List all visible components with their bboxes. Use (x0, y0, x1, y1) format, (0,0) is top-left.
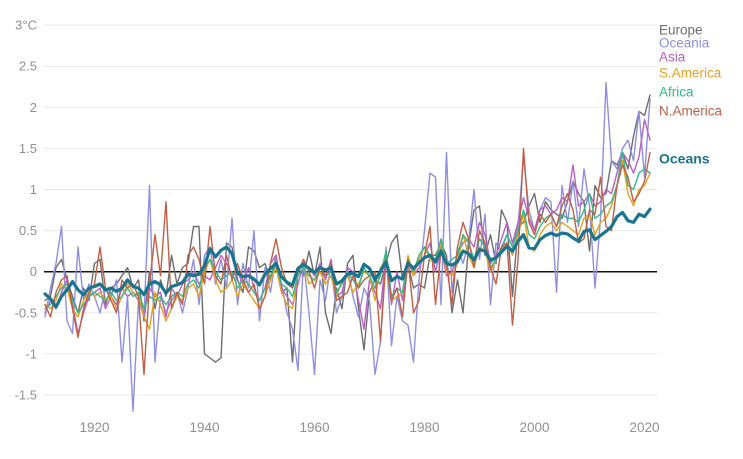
y-axis-tick-label: 0 (30, 264, 37, 279)
series-line-africa (44, 151, 651, 314)
x-axis-tick-label: 1960 (299, 420, 329, 435)
legend-label-s-america: S.America (659, 66, 722, 81)
series-line-n-america (44, 147, 651, 376)
legend-label-asia: Asia (659, 50, 686, 65)
y-axis-tick-label: 2.5 (19, 59, 37, 74)
y-axis-tick-label: -1 (25, 346, 37, 361)
y-axis-tick-label: 1 (30, 182, 37, 197)
legend-label-oceans: Oceans (659, 151, 710, 167)
y-axis-tick-label: 3°C (15, 18, 37, 33)
legend-label-oceania: Oceania (659, 36, 710, 51)
series-line-oceans (43, 207, 652, 309)
y-axis-tick-label: -1.5 (15, 388, 37, 403)
x-axis-tick-label: 1920 (79, 420, 109, 435)
x-axis-tick-label: 2020 (629, 420, 659, 435)
x-axis-tick-label: 2000 (519, 420, 549, 435)
legend-label-africa: Africa (659, 85, 694, 100)
x-axis-tick-label: 1980 (409, 420, 439, 435)
legend-label-europe: Europe (659, 23, 703, 38)
y-axis-tick-label: 0.5 (19, 223, 37, 238)
y-axis-tick-label: -0.5 (15, 305, 37, 320)
y-axis-tick-label: 1.5 (19, 141, 37, 156)
series-line-oceania (44, 81, 651, 413)
x-axis-tick-label: 1940 (189, 420, 219, 435)
y-axis-tick-label: 2 (30, 100, 37, 115)
legend-label-n-america: N.America (659, 104, 723, 119)
